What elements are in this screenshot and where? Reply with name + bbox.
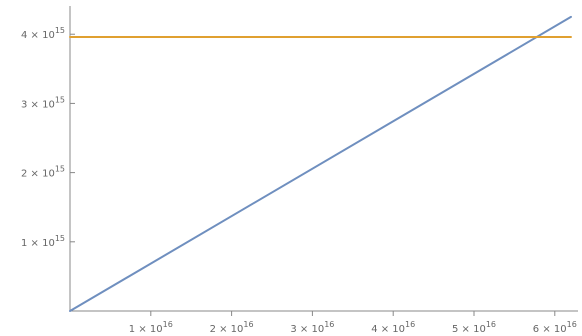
y-tick-label: 4 × 1015 (21, 26, 65, 41)
x-tick-label: 5 × 1016 (452, 320, 496, 335)
series-line-1 (69, 15, 572, 312)
x-tick-label: 1 × 1016 (129, 320, 173, 335)
x-tick-label: 4 × 1016 (371, 320, 415, 335)
x-tick-label: 6 × 1016 (533, 320, 577, 335)
y-tick-label: 1 × 1015 (21, 234, 65, 249)
y-ticks: 1 × 1015 2 × 1015 3 × 1015 4 × 1015 (21, 26, 75, 249)
series-layer (69, 15, 572, 312)
y-tick-label: 2 × 1015 (21, 165, 65, 180)
axes (69, 6, 578, 312)
y-tick-label: 3 × 1015 (21, 95, 65, 110)
x-ticks: 1 × 1016 2 × 1016 3 × 1016 4 × 1016 5 × 1016… (129, 311, 577, 335)
x-tick-label: 2 × 1016 (210, 320, 254, 335)
x-tick-label: 3 × 1016 (290, 320, 334, 335)
